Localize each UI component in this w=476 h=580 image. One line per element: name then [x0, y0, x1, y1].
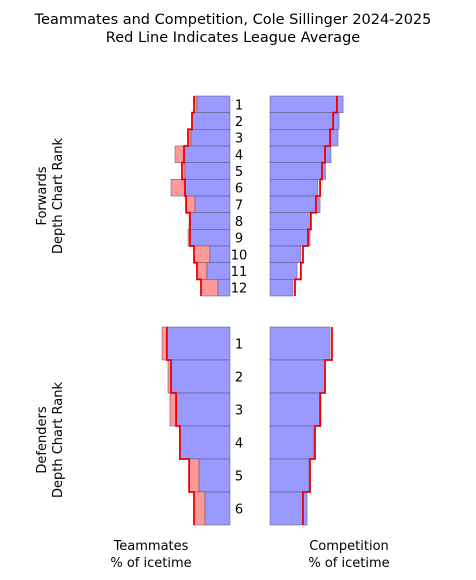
- forwards-competition-extra-1: [336, 95, 344, 113]
- forwards-competition-bar-10: [269, 245, 302, 263]
- forwards-rank-label-7: 7: [235, 198, 243, 213]
- forwards-rank-label-11: 11: [231, 265, 248, 280]
- forwards-teammates-bar-6: [184, 179, 231, 197]
- forwards-teammates-diff-6: [170, 179, 186, 197]
- forwards-teammates-bar-8: [189, 212, 231, 230]
- defenders-rank-label-1: 1: [235, 338, 243, 353]
- forwards-teammates-bar-10: [209, 245, 231, 263]
- defenders-rank-label-3: 3: [235, 404, 243, 419]
- chart-subtitle: Red Line Indicates League Average: [106, 30, 360, 46]
- competition-xlabel-line2: % of icetime: [308, 556, 389, 571]
- forwards-ylabel-line1: Forwards: [35, 166, 50, 225]
- defenders-teammates-bar-5: [198, 458, 231, 493]
- defenders-competition-league-line: [302, 327, 333, 525]
- forwards-competition-bar-8: [269, 212, 312, 230]
- forwards-competition-bar-1: [269, 95, 338, 113]
- forwards-competition-bar-11: [269, 262, 298, 280]
- defenders-competition-bar-4: [269, 425, 315, 460]
- forwards-rank-label-1: 1: [235, 98, 243, 113]
- forwards-rank-label-6: 6: [235, 182, 243, 197]
- forwards-teammates-diff-12: [200, 279, 219, 297]
- defenders-teammates-diff-3: [169, 392, 177, 427]
- forwards-teammates-bar-9: [189, 229, 231, 247]
- forwards-rank-label-5: 5: [235, 165, 243, 180]
- forwards-competition-bar-7: [269, 195, 317, 213]
- defenders-competition-bar-2: [269, 359, 326, 394]
- forwards-teammates-bar-11: [206, 262, 231, 280]
- forwards-rank-label-4: 4: [235, 148, 243, 163]
- forwards-competition-bar-5: [269, 162, 323, 180]
- defenders-teammates-bar-4: [179, 425, 231, 460]
- forwards-competition-bar-2: [269, 112, 334, 130]
- forwards-rank-label-12: 12: [231, 282, 248, 297]
- defenders-competition-bar-5: [269, 458, 310, 493]
- defenders-ylabel-line2: Depth Chart Rank: [51, 382, 66, 499]
- forwards-teammates-league-line: [181, 96, 202, 296]
- forwards-teammates-diff-10: [193, 245, 211, 263]
- forwards-rank-label-2: 2: [235, 115, 243, 130]
- forwards-ylabel-line2: Depth Chart Rank: [51, 138, 66, 255]
- defenders-teammates-diff-6: [193, 491, 206, 526]
- defenders-ylabel-line1: Defenders: [35, 406, 50, 473]
- defenders-teammates-bar-3: [175, 392, 231, 427]
- forwards-teammates-bar-4: [183, 145, 231, 163]
- forwards-competition-bar-3: [269, 129, 331, 147]
- defenders-teammates-bar-6: [204, 491, 231, 526]
- forwards-competition-extra-3: [329, 129, 339, 147]
- forwards-teammates-bar-7: [194, 195, 231, 213]
- defenders-teammates-league-line: [166, 327, 195, 525]
- competition-xlabel-line1: Competition: [309, 539, 389, 554]
- defenders-rank-label-4: 4: [235, 437, 243, 452]
- forwards-rank-label-8: 8: [235, 215, 243, 230]
- forwards-teammates-diff-7: [185, 195, 196, 213]
- defenders-rank-label-5: 5: [235, 470, 243, 485]
- chart-title: Teammates and Competition, Cole Sillinge…: [34, 12, 432, 28]
- forwards-rank-label-9: 9: [235, 232, 243, 247]
- defenders-competition-bar-3: [269, 392, 321, 427]
- defenders-rank-label-2: 2: [235, 371, 243, 386]
- forwards-teammates-diff-11: [196, 262, 208, 280]
- defenders-teammates-bar-2: [170, 359, 231, 394]
- defenders-teammates-bar-1: [166, 326, 231, 361]
- forwards-competition-bar-9: [269, 229, 309, 247]
- forwards-competition-bar-4: [269, 145, 326, 163]
- defenders-competition-bar-6: [269, 491, 304, 526]
- forwards-rank-label-10: 10: [231, 248, 248, 263]
- forwards-teammates-bar-3: [190, 129, 231, 147]
- forwards-teammates-bar-5: [184, 162, 231, 180]
- forwards-competition-bar-12: [269, 279, 294, 297]
- forwards-rank-label-3: 3: [235, 132, 243, 147]
- teammates-xlabel-line1: Teammates: [113, 539, 189, 554]
- forwards-competition-league-line: [294, 96, 338, 296]
- forwards-teammates-bar-12: [217, 279, 231, 297]
- teammates-xlabel-line2: % of icetime: [110, 556, 191, 571]
- defenders-competition-bar-1: [269, 326, 331, 361]
- forwards-teammates-bar-2: [191, 112, 231, 130]
- forwards-teammates-bar-1: [196, 95, 231, 113]
- defenders-teammates-diff-5: [188, 458, 200, 493]
- defenders-rank-label-6: 6: [235, 503, 243, 518]
- forwards-competition-bar-6: [269, 179, 319, 197]
- forwards-teammates-diff-4: [174, 145, 185, 163]
